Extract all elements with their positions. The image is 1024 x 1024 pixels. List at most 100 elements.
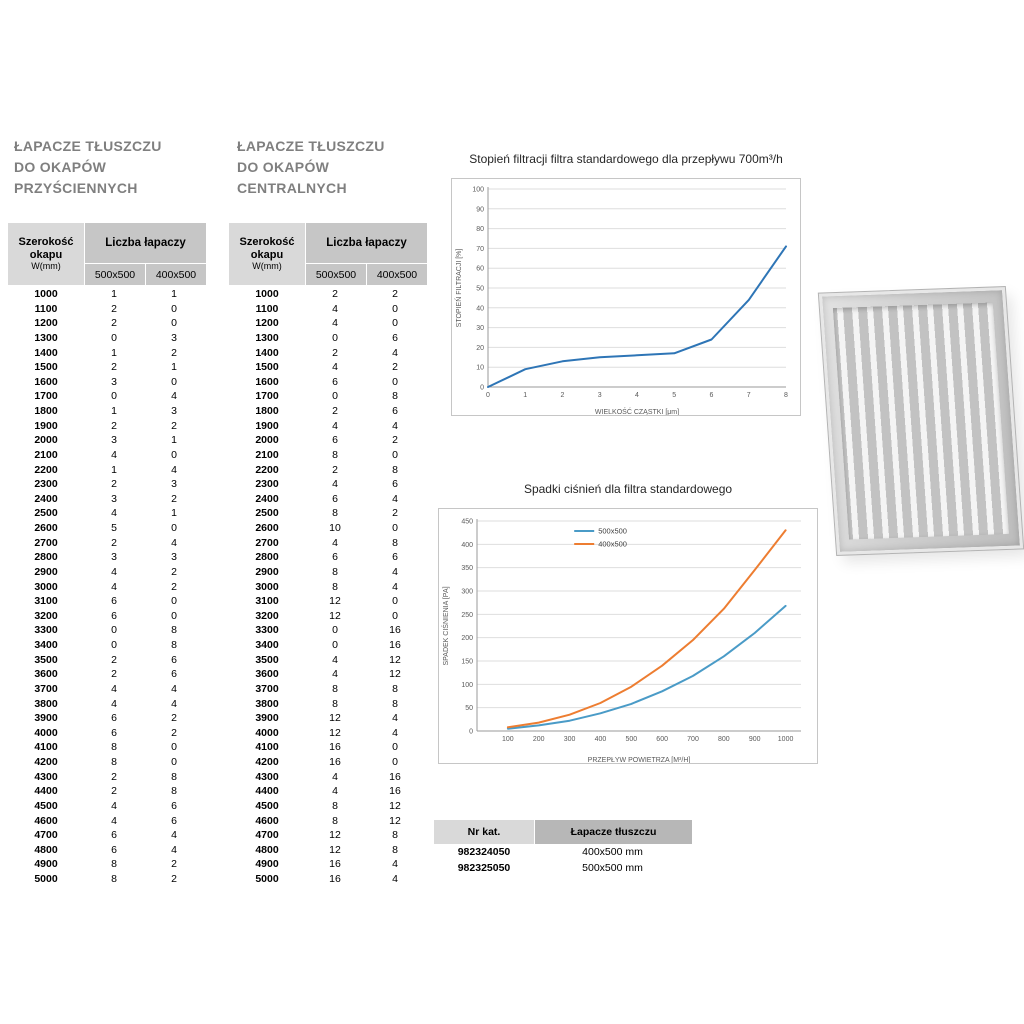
cell-width: 4400 <box>255 785 279 798</box>
svg-text:100: 100 <box>472 187 484 194</box>
cell-count-400: 6 <box>171 814 177 827</box>
cell-count-500: 4 <box>111 507 117 520</box>
cell-count-500: 4 <box>332 653 338 666</box>
table-row: 3400 0 16 <box>229 638 427 653</box>
svg-text:90: 90 <box>476 206 484 213</box>
header-width-label2: okapu <box>29 248 63 261</box>
svg-text:200: 200 <box>533 736 545 743</box>
svg-text:4: 4 <box>635 392 639 399</box>
table-row: 1000 2 2 <box>229 287 427 302</box>
table-header: Szerokość okapu W(mm) Liczba łapaczy 500… <box>229 223 427 285</box>
cell-width: 1500 <box>34 361 58 374</box>
cell-count-400: 0 <box>171 302 177 315</box>
table-row: 3700 8 8 <box>229 682 427 697</box>
table-row: 4000 12 4 <box>229 726 427 741</box>
cell-width: 4500 <box>255 799 279 812</box>
cell-width: 1500 <box>255 361 279 374</box>
cell-count-500: 2 <box>111 536 117 549</box>
table-row: 2100 8 0 <box>229 448 427 463</box>
table-row: 2300 2 3 <box>8 477 206 492</box>
cell-count-400: 16 <box>389 785 401 798</box>
heading-line: DO OKAPÓW <box>14 159 107 175</box>
header-width-label: Szerokość <box>18 236 74 249</box>
cell-count-400: 4 <box>392 346 398 359</box>
cell-count-500: 12 <box>329 595 341 608</box>
cell-count-400: 4 <box>392 419 398 432</box>
cell-count-500: 1 <box>111 288 117 300</box>
cell-count-500: 5 <box>111 522 117 534</box>
cell-count-500: 2 <box>111 668 117 681</box>
svg-text:80: 80 <box>476 226 484 233</box>
cell-count-400: 4 <box>392 712 398 725</box>
cell-count-400: 8 <box>392 829 398 842</box>
cell-count-500: 16 <box>329 741 341 754</box>
filtration-chart-plot: 0 10 20 30 40 50 60 70 80 90 100 0 1 2 3 4 5 6 7 8 WIELKOŚĆ … <box>451 178 801 416</box>
filter-slats <box>832 302 1010 540</box>
cell-count-400: 8 <box>392 682 398 695</box>
cell-count-500: 8 <box>332 682 338 695</box>
cell-count-500: 4 <box>332 317 338 330</box>
cell-count-400: 6 <box>392 405 398 417</box>
cell-width: 4200 <box>255 756 279 768</box>
table-row: 2200 1 4 <box>8 463 206 478</box>
cell-width: 4600 <box>34 814 58 827</box>
svg-text:400: 400 <box>461 542 473 549</box>
cell-count-500: 4 <box>111 580 117 593</box>
cell-count-500: 0 <box>332 390 338 403</box>
cell-count-500: 0 <box>332 639 338 651</box>
cell-width: 1400 <box>255 346 279 359</box>
cell-count-400: 4 <box>392 858 398 871</box>
header-group-label: Liczba łapaczy <box>85 223 206 263</box>
table-row: 3800 4 4 <box>8 697 206 712</box>
cell-width: 4700 <box>255 829 279 842</box>
svg-text:350: 350 <box>461 565 473 572</box>
cell-width: 5000 <box>255 873 279 885</box>
cell-count-400: 2 <box>171 565 177 578</box>
cell-width: 1200 <box>34 317 58 330</box>
cell-count-400: 3 <box>171 331 177 344</box>
cell-count-500: 4 <box>111 682 117 695</box>
svg-text:0: 0 <box>480 385 484 392</box>
table-row: 3100 12 0 <box>229 594 427 609</box>
table-row: 1500 4 2 <box>229 360 427 375</box>
cell-count-500: 4 <box>111 448 117 461</box>
svg-text:WIELKOŚĆ CZĄSTKI [μm]: WIELKOŚĆ CZĄSTKI [μm] <box>595 407 679 416</box>
svg-text:450: 450 <box>461 519 473 526</box>
cell-count-500: 4 <box>332 361 338 374</box>
cell-count-400: 12 <box>389 653 401 666</box>
cell-count-400: 2 <box>171 858 177 871</box>
catalog-size: 500x500 mm <box>582 862 643 874</box>
table-row: 2700 4 8 <box>229 536 427 551</box>
cell-count-400: 2 <box>171 873 177 885</box>
cell-count-400: 4 <box>171 843 177 856</box>
catalog-row: 982325050 500x500 mm <box>434 861 692 876</box>
cell-width: 2500 <box>255 507 279 520</box>
table-row: 2700 2 4 <box>8 536 206 551</box>
svg-text:500: 500 <box>625 736 637 743</box>
cell-count-500: 12 <box>329 843 341 856</box>
cell-count-500: 3 <box>111 551 117 564</box>
cell-count-500: 3 <box>111 375 117 388</box>
svg-text:SPADEK CIŚNIENIA [PA]: SPADEK CIŚNIENIA [PA] <box>441 586 450 665</box>
cell-count-500: 1 <box>111 405 117 417</box>
cell-width: 3300 <box>255 624 279 637</box>
cell-count-400: 8 <box>171 639 177 651</box>
filter-frame <box>817 286 1024 556</box>
cell-count-500: 8 <box>332 799 338 812</box>
table-row: 1400 2 4 <box>229 346 427 361</box>
svg-text:1: 1 <box>523 392 527 399</box>
cell-count-400: 0 <box>392 595 398 608</box>
table-row: 1300 0 3 <box>8 331 206 346</box>
table-row: 3300 0 16 <box>229 623 427 638</box>
cell-count-400: 0 <box>392 317 398 330</box>
chart-title: Stopień filtracji filtra standardowego d… <box>469 152 783 166</box>
cell-count-500: 8 <box>332 697 338 710</box>
cell-width: 4300 <box>34 770 58 783</box>
svg-text:8: 8 <box>784 392 788 399</box>
cell-width: 1900 <box>255 419 279 432</box>
cell-count-500: 2 <box>111 770 117 783</box>
cell-count-500: 4 <box>332 419 338 432</box>
cell-count-500: 3 <box>111 434 117 447</box>
cell-count-500: 8 <box>111 741 117 754</box>
heading-line: PRZYŚCIENNYCH <box>14 180 138 196</box>
